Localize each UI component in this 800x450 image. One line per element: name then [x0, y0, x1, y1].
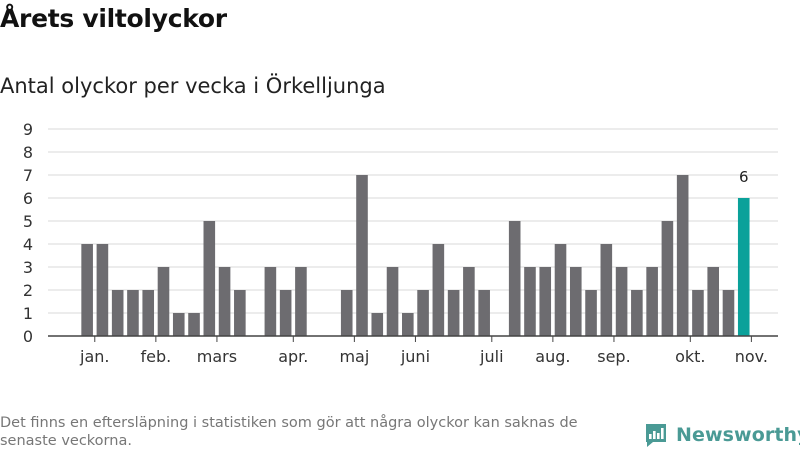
bar [707, 267, 720, 336]
bar [386, 267, 399, 336]
bar [661, 221, 674, 336]
bar [646, 267, 658, 336]
brand-name: Newsworthy [676, 424, 800, 446]
x-month-label: apr. [278, 347, 308, 366]
x-month-label: mars [197, 347, 237, 366]
bar [279, 290, 292, 336]
bar [447, 290, 460, 336]
bar [142, 290, 155, 336]
bar [615, 267, 628, 336]
bar [295, 267, 307, 336]
bar [188, 313, 200, 336]
bar [157, 267, 170, 336]
y-tick-label: 7 [23, 166, 33, 185]
footnote: Det finns en eftersläpning i statistiken… [0, 415, 578, 449]
x-month-label: feb. [140, 347, 171, 366]
bar-value-label: 6 [739, 168, 749, 186]
y-tick-label: 4 [23, 235, 33, 254]
bar [478, 290, 490, 336]
bar [676, 175, 689, 336]
y-tick-label: 6 [23, 189, 33, 208]
bar [340, 290, 353, 336]
bar [631, 290, 643, 336]
x-month-label: aug. [535, 347, 570, 366]
x-month-label: maj [339, 347, 369, 366]
y-tick-label: 3 [23, 258, 33, 277]
weekly-accidents-bar-chart: 0 1 2 3 4 5 6 7 8 9 6 jan. feb. mars apr. maj juni juli au… [23, 120, 778, 366]
x-month-label: sep. [597, 347, 630, 366]
bar [172, 313, 185, 336]
bar [722, 290, 735, 336]
y-tick-label: 1 [23, 304, 33, 323]
bar [508, 221, 521, 336]
bar [600, 244, 613, 336]
x-month-label: okt. [675, 347, 705, 366]
x-month-label: juni [400, 347, 430, 366]
bar [585, 290, 597, 336]
bar [417, 290, 429, 336]
bar [356, 175, 368, 336]
x-month-label: juli [479, 347, 503, 366]
newsworthy-chart-icon [646, 424, 666, 447]
bar [218, 267, 231, 336]
bar [96, 244, 109, 336]
bar [539, 267, 552, 336]
chart-subtitle: Antal olyckor per vecka i Örkelljunga [0, 74, 386, 98]
bar [264, 267, 277, 336]
y-tick-label: 2 [23, 281, 33, 300]
bar [402, 313, 414, 336]
bar [524, 267, 536, 336]
x-month-label: nov. [735, 347, 768, 366]
y-tick-label: 0 [23, 327, 33, 346]
y-tick-label: 8 [23, 143, 33, 162]
bar [371, 313, 384, 336]
x-month-label: jan. [79, 347, 109, 366]
bar [432, 244, 445, 336]
bar [234, 290, 246, 336]
bar [554, 244, 567, 336]
newsworthy-logo[interactable]: Newsworthy [644, 420, 800, 450]
bar [203, 221, 216, 336]
bar [127, 290, 139, 336]
bar [692, 290, 704, 336]
chart-title: Årets viltolyckor [0, 4, 227, 33]
bar [111, 290, 124, 336]
bar-highlight-current-week [737, 198, 750, 336]
y-tick-label: 9 [23, 120, 33, 139]
bar [569, 267, 582, 336]
bar [463, 267, 475, 336]
y-tick-label: 5 [23, 212, 33, 231]
bar [81, 244, 93, 336]
